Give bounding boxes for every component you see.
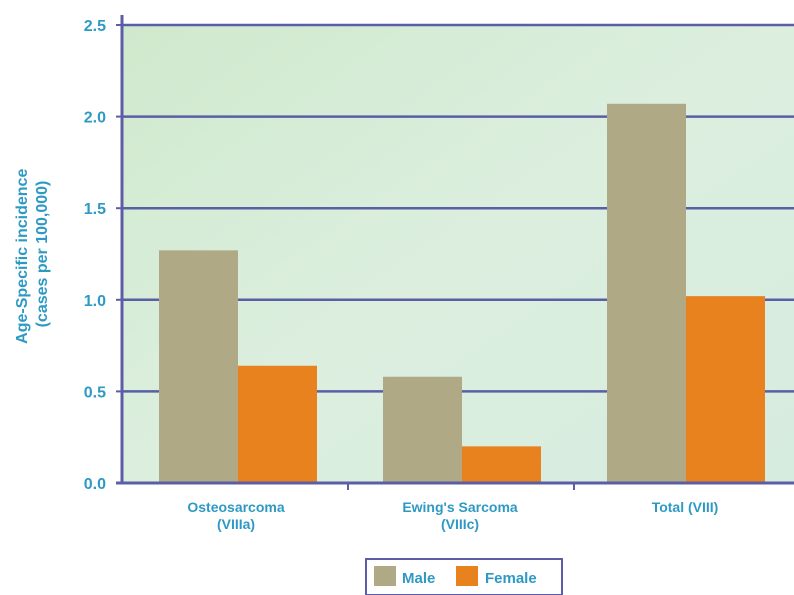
bar-male-1 xyxy=(383,376,462,483)
y-tick-label: 2.0 xyxy=(84,110,106,127)
y-tick-label: 1.5 xyxy=(84,201,106,218)
x-category-label: Ewing's Sarcoma (VIIIc) xyxy=(402,499,518,532)
y-axis-ticks: 0.0 0.5 1.0 1.5 2.0 2.5 xyxy=(84,18,122,493)
y-axis-label: Age-Specific incidence (cases per 100,00… xyxy=(14,164,51,344)
legend-label-male: Male xyxy=(402,570,435,587)
bars xyxy=(159,103,765,483)
x-category-label-line: Osteosarcoma xyxy=(187,499,284,515)
y-tick-label: 1.0 xyxy=(84,293,106,310)
x-category-label-line: (VIIIa) xyxy=(217,516,255,532)
y-tick-label: 0.5 xyxy=(84,384,106,401)
bar-female-0 xyxy=(238,365,317,483)
x-category-label-line: Total (VIII) xyxy=(652,499,719,515)
x-axis-categories: Osteosarcoma (VIIIa) Ewing's Sarcoma (VIIIc… xyxy=(187,499,718,532)
legend: Male Female xyxy=(365,558,563,595)
x-category-label: Total (VIII) xyxy=(652,499,719,515)
legend-label-female: Female xyxy=(485,570,537,587)
bar-male-2 xyxy=(607,103,686,483)
bar-male-0 xyxy=(159,250,238,483)
y-axis-label-line-1: Age-Specific incidence xyxy=(14,169,31,344)
x-category-label-line: (VIIIc) xyxy=(441,516,479,532)
legend-swatch-male xyxy=(374,566,396,586)
bar-female-1 xyxy=(462,446,541,483)
y-tick-label: 2.5 xyxy=(84,18,106,35)
legend-swatch-female xyxy=(456,566,478,586)
axes xyxy=(116,15,794,490)
bar-female-2 xyxy=(686,296,765,483)
x-category-label: Osteosarcoma (VIIIa) xyxy=(187,499,284,532)
y-tick-label: 0.0 xyxy=(84,476,106,493)
y-axis-label-line-2: (cases per 100,000) xyxy=(34,181,51,328)
x-category-label-line: Ewing's Sarcoma xyxy=(402,499,518,515)
